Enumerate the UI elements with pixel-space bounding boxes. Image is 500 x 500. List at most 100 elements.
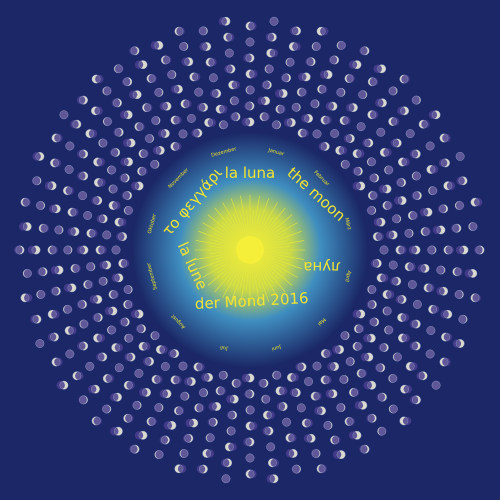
moon-outline [425,349,435,359]
moon-shadow [354,342,363,351]
moon-shadow [379,245,389,255]
moon-outline [412,95,421,105]
moon-shadow [426,326,436,335]
moon-shadow [22,197,31,207]
moon-outline [204,118,213,127]
moon-shadow [442,133,451,143]
moon-shadow [249,69,258,79]
moon-shadow [113,128,122,137]
moon-shadow [231,80,241,90]
moon-shadow [30,315,39,324]
moon-outline [67,283,77,293]
moon-shadow [314,406,323,415]
moon-outline [202,449,212,458]
moon-outline [330,362,340,371]
moon-outline [340,331,350,341]
moon-outline [269,16,279,26]
moon-outline [36,201,46,210]
moon-outline [160,55,170,65]
moon-outline [344,417,354,426]
moon-outline [431,380,441,390]
moon-outline [199,464,208,474]
moon-shadow [148,74,157,83]
moon-outline [138,60,148,70]
moon-shadow [104,306,114,316]
moon-shadow [83,211,92,220]
moon-shadow [430,305,440,314]
moon-outline [364,352,374,362]
moon-shadow [37,267,46,276]
moon-shadow [425,349,435,359]
moon-outline [51,133,61,143]
moon-shadow [102,230,111,240]
moon-shadow [472,293,481,303]
moon-shadow [77,171,86,181]
moon-shadow [149,160,159,169]
moon-outline [468,222,478,231]
moon-outline [285,433,295,443]
moon-shadow [289,388,299,397]
moon-outline [272,120,282,130]
moon-shadow [336,403,345,412]
moon-outline [458,176,468,186]
moon-outline [328,389,338,399]
moon-shadow [114,64,124,73]
moon-outline [108,306,118,316]
moon-outline [124,157,134,167]
moon-outline [111,245,121,255]
moon-outline [111,343,121,352]
moon-outline [407,211,417,220]
moon-shadow [388,86,397,96]
moon-outline [95,245,105,255]
moon-outline [310,391,320,401]
moon-outline [108,290,118,299]
moon-shadow [173,115,182,125]
moon-shadow [310,99,319,109]
moon-outline [388,230,398,240]
moon-outline [123,191,132,200]
moon-shadow [375,232,384,241]
moon-shadow [359,46,368,56]
moon-shadow [436,286,445,296]
moon-outline [151,375,161,384]
moon-outline [384,165,393,175]
moon-shadow [166,70,176,79]
moon-outline [150,331,160,341]
moon-shadow [88,384,97,394]
moon-shadow [325,389,334,398]
moon-outline [20,197,30,207]
moon-shadow [442,357,451,367]
moon-outline [285,57,295,67]
moon-outline [142,103,151,113]
moon-shadow [276,402,286,411]
moon-shadow [35,339,45,348]
moon-outline [267,32,277,42]
moon-shadow [54,133,63,143]
moon-outline [170,375,180,385]
moon-outline [189,72,199,82]
moon-outline [367,206,377,215]
moon-shadow [159,435,168,445]
moon-outline [199,388,209,398]
moon-outline [229,96,239,106]
moon-shadow [405,129,415,138]
moon-outline [272,370,282,380]
moon-shadow [135,324,145,333]
moon-shadow [278,386,288,396]
moon-shadow [78,191,87,200]
moon-outline [382,290,392,299]
moon-outline [47,309,57,319]
moon-shadow [266,410,275,420]
moon-outline [31,245,41,255]
moon-shadow [119,317,128,327]
moon-shadow [409,395,419,405]
moon-shadow [77,341,86,351]
moon-outline [339,375,349,384]
moon-shadow [323,421,332,430]
moon-shadow [358,369,367,378]
moon-outline [301,418,311,428]
moon-outline [174,84,183,94]
moon-outline [320,115,330,125]
moon-shadow [162,55,172,65]
moon-outline [261,96,271,106]
